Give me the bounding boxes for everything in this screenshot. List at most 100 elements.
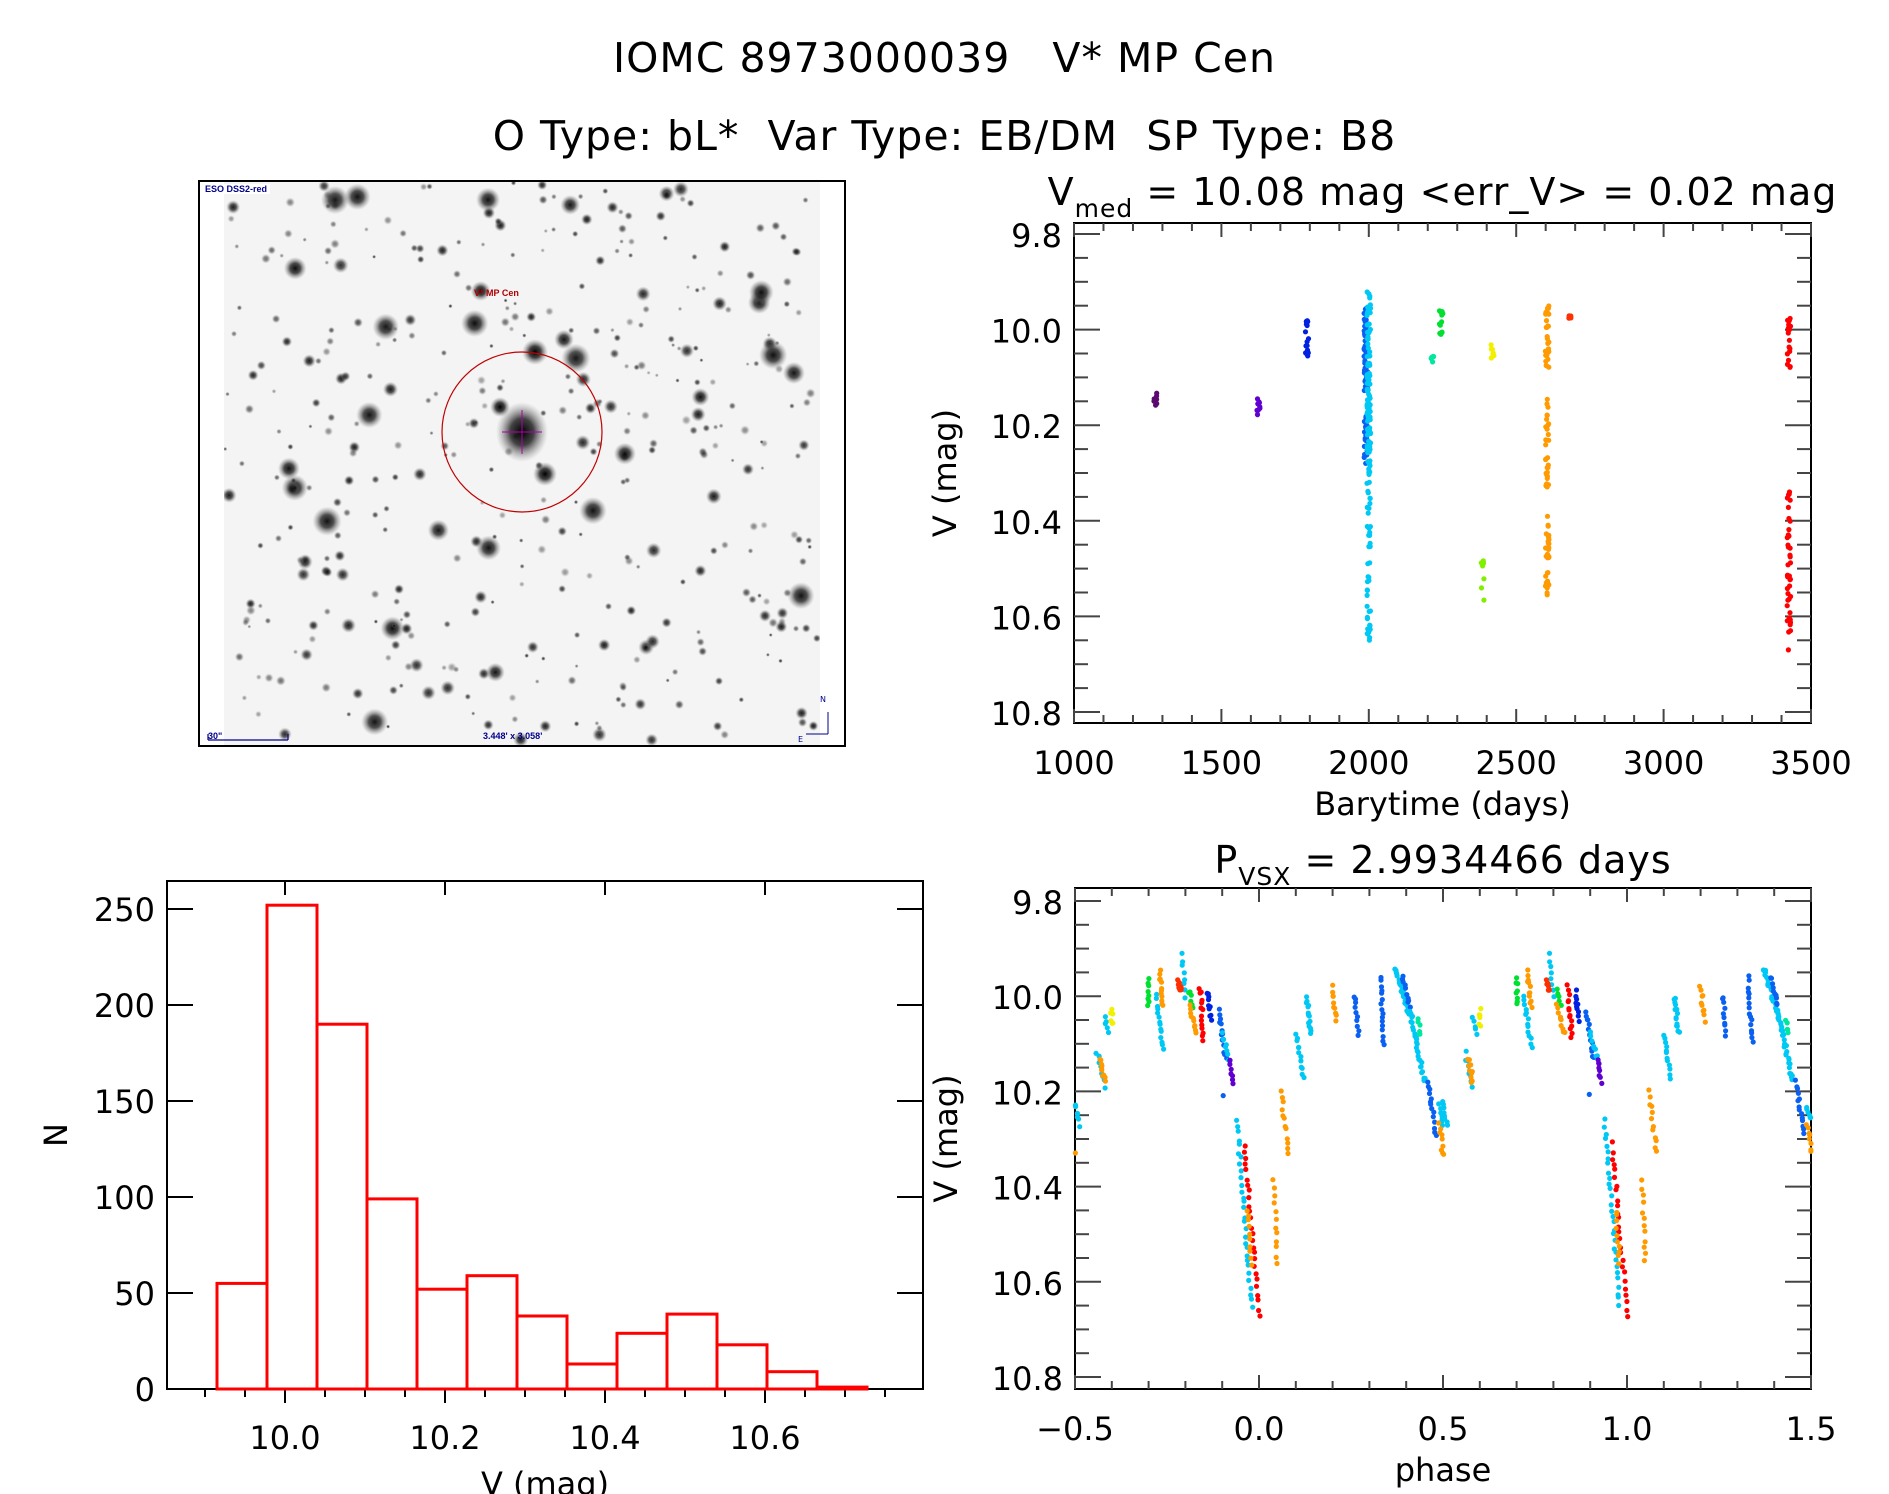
phase-curve-point <box>1253 1283 1260 1289</box>
star <box>452 553 462 563</box>
star <box>573 631 581 639</box>
light-curve-point <box>1786 322 1792 328</box>
star <box>393 598 401 606</box>
star <box>419 183 428 191</box>
phase-curve-point <box>1466 1057 1472 1063</box>
light-curve-point <box>1786 318 1792 324</box>
phase-curve-y-tick-label: 10.6 <box>992 1265 1063 1303</box>
light-curve-point <box>1543 482 1549 488</box>
light-curve-point <box>1785 532 1791 538</box>
light-curve-point <box>1543 358 1549 364</box>
phase-curve-point <box>1639 1210 1646 1216</box>
star <box>518 538 524 543</box>
star <box>524 653 530 659</box>
light-curve-point <box>1543 573 1549 579</box>
light-curve-point <box>1366 405 1372 411</box>
phase-curve-point <box>1181 980 1187 987</box>
histogram-bar <box>815 1385 869 1391</box>
phase-curve-point <box>1569 1030 1575 1036</box>
phase-curve-point <box>1221 1036 1227 1043</box>
phase-curve-point <box>1558 1017 1564 1023</box>
star <box>807 544 813 550</box>
light-curve-point <box>1491 353 1497 359</box>
phase-curve-point <box>1642 1250 1649 1256</box>
light-curve-point <box>1785 542 1791 548</box>
phase-curve-point <box>1248 1255 1254 1261</box>
star <box>753 360 760 367</box>
phase-curve-point <box>1566 1007 1572 1013</box>
phase-curve-point <box>1274 1230 1280 1236</box>
star <box>533 462 557 486</box>
star <box>490 397 510 417</box>
phase-curve-point <box>1525 1016 1531 1022</box>
phase-curve-point <box>1565 999 1571 1005</box>
phase-curve-point <box>1159 1042 1165 1048</box>
phase-curve-point <box>1583 1009 1589 1015</box>
phase-curve-point <box>1514 975 1520 981</box>
phase-curve-point <box>1478 1006 1484 1012</box>
light-curve-point <box>1365 626 1371 632</box>
light-curve-point <box>1546 421 1552 427</box>
star <box>393 440 403 450</box>
star <box>760 466 765 471</box>
phase-curve-point <box>1639 1177 1645 1183</box>
phase-curve-point <box>1673 1015 1679 1021</box>
phase-curve-point <box>1787 1061 1793 1067</box>
phase-curve-point <box>1562 1029 1568 1035</box>
light-curve-point <box>1545 305 1551 311</box>
star <box>432 390 439 397</box>
phase-curve-point <box>1568 1034 1574 1041</box>
phase-curve-point <box>1285 1150 1291 1157</box>
phase-curve-point <box>1379 1014 1385 1020</box>
histogram-bar <box>615 1331 669 1391</box>
light-curve-point <box>1366 471 1372 477</box>
phase-curve-point <box>1405 999 1411 1005</box>
phase-curve-point <box>1229 1077 1236 1083</box>
phase-curve-point <box>1270 1177 1276 1183</box>
phase-curve-point <box>1253 1271 1259 1277</box>
star <box>589 447 598 456</box>
phase-curve-point <box>1477 1014 1483 1021</box>
phase-curve-point <box>1653 1138 1659 1144</box>
phase-curve-point <box>1200 1006 1206 1013</box>
star <box>255 674 262 681</box>
star <box>623 553 631 561</box>
phase-curve-point <box>1795 1090 1801 1096</box>
star <box>577 193 584 200</box>
phase-curve-point <box>1432 1119 1438 1125</box>
phase-curve-point <box>1603 1131 1609 1138</box>
phase-curve-point <box>1471 1018 1477 1024</box>
star <box>279 253 285 259</box>
phase-curve-point <box>1431 1109 1437 1115</box>
star <box>464 284 473 292</box>
light-curve-point <box>1437 330 1443 336</box>
light-curve-point <box>1786 337 1792 343</box>
phase-curve-point <box>1246 1187 1252 1193</box>
phase-curve-point <box>1285 1145 1291 1152</box>
star <box>399 229 407 238</box>
phase-curve-point <box>1548 976 1554 982</box>
star <box>323 567 333 577</box>
star <box>716 269 724 277</box>
phase-curve-point <box>1608 1202 1614 1208</box>
star <box>812 634 822 643</box>
phase-curve-point <box>1238 1168 1244 1174</box>
phase-curve-point <box>1647 1094 1653 1100</box>
phase-curve-point <box>1646 1087 1652 1093</box>
star <box>597 398 603 405</box>
phase-curve-point <box>1236 1161 1243 1167</box>
star <box>275 675 286 686</box>
phase-curve-title: PVSX = 2.9934466 days <box>1214 838 1671 891</box>
phase-curve-point <box>1176 980 1182 986</box>
phase-curve-point <box>1444 1122 1451 1128</box>
star <box>256 360 266 371</box>
star <box>623 363 630 370</box>
phase-curve-point <box>1179 950 1185 956</box>
light-curve-point <box>1546 339 1552 345</box>
light-curve-point <box>1787 610 1793 616</box>
star <box>330 239 340 249</box>
phase-curve-point <box>1218 1021 1224 1027</box>
star <box>346 711 352 717</box>
phase-curve-point <box>1205 997 1212 1003</box>
